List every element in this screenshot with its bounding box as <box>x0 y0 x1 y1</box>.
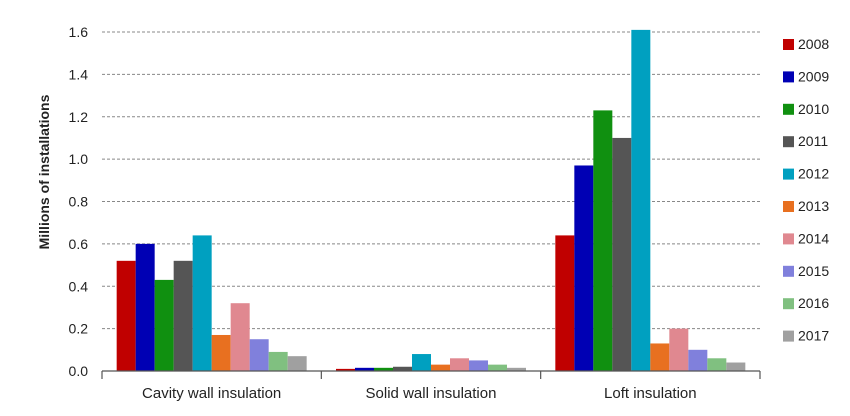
bar-2009 <box>574 165 594 371</box>
legend-swatch <box>783 233 794 245</box>
y-tick-label: 1.4 <box>69 66 89 82</box>
legend-swatch <box>783 39 794 50</box>
legend-label: 2011 <box>798 133 828 149</box>
bar-2015 <box>249 339 269 371</box>
bar-2010 <box>154 279 174 371</box>
bar-2013 <box>650 343 670 371</box>
y-tick-label: 0.0 <box>69 363 89 379</box>
y-tick-label: 1.2 <box>69 109 89 125</box>
y-tick-label: 0.6 <box>69 236 89 252</box>
legend-swatch <box>783 71 794 83</box>
bar-2012 <box>631 29 651 371</box>
bar-2009 <box>135 243 155 372</box>
bar-2013 <box>211 334 231 371</box>
legend-label: 2015 <box>798 263 829 279</box>
y-tick-label: 0.4 <box>69 278 89 294</box>
bar-2011 <box>173 260 193 371</box>
bar-2012 <box>412 354 431 371</box>
legend-label: 2014 <box>798 230 829 246</box>
bar-2014 <box>450 358 469 371</box>
y-tick-label: 1.0 <box>69 151 89 167</box>
bar-2014 <box>669 328 689 372</box>
y-tick-label: 0.2 <box>69 321 89 337</box>
y-tick-label: 1.6 <box>69 24 89 40</box>
legend-label: 2012 <box>798 166 829 182</box>
legend-swatch <box>783 298 794 310</box>
bar-2017 <box>507 367 526 371</box>
x-category-label: Cavity wall insulation <box>142 385 281 402</box>
legend-swatch <box>783 103 794 115</box>
x-category-label: Solid wall insulation <box>366 385 497 402</box>
bar-2015 <box>469 360 488 371</box>
bar-2010 <box>374 367 393 371</box>
legend-label: 2013 <box>798 198 829 214</box>
legend: 2008 2009 2010 2011 2012 2013 2014 2015 2016 2017 <box>783 36 829 344</box>
y-axis-label: Millions of installations <box>36 94 52 249</box>
bar-2014 <box>230 303 250 371</box>
legend-label: 2017 <box>798 328 829 344</box>
bar-2008 <box>555 235 575 371</box>
legend-swatch <box>783 136 794 148</box>
bar-2008 <box>336 368 355 371</box>
bars <box>116 29 746 372</box>
legend-swatch <box>783 168 794 180</box>
bar-2008 <box>116 260 136 371</box>
bar-2016 <box>488 364 507 371</box>
bar-2009 <box>355 367 374 371</box>
bar-2016 <box>268 351 288 371</box>
legend-label: 2016 <box>798 295 829 311</box>
bar-2015 <box>688 349 708 371</box>
bar-2011 <box>393 366 412 371</box>
bar-2013 <box>431 364 450 371</box>
bar-2017 <box>287 356 307 371</box>
axes: 0.0 0.2 0.4 0.6 0.8 1.0 1.2 1.4 1.6 Cavity wall i… <box>69 24 761 402</box>
bar-2016 <box>707 358 727 371</box>
bar-2012 <box>192 235 212 371</box>
legend-label: 2010 <box>798 101 829 117</box>
bar-2017 <box>726 362 746 371</box>
legend-swatch <box>783 330 794 342</box>
y-tick-label: 0.8 <box>69 194 89 210</box>
legend-swatch <box>783 265 794 277</box>
legend-label: 2009 <box>798 68 829 84</box>
x-category-label: Loft insulation <box>604 385 697 402</box>
legend-swatch <box>783 201 794 212</box>
bar-2010 <box>593 110 613 371</box>
legend-label: 2008 <box>798 36 829 52</box>
bar-2011 <box>612 137 632 371</box>
